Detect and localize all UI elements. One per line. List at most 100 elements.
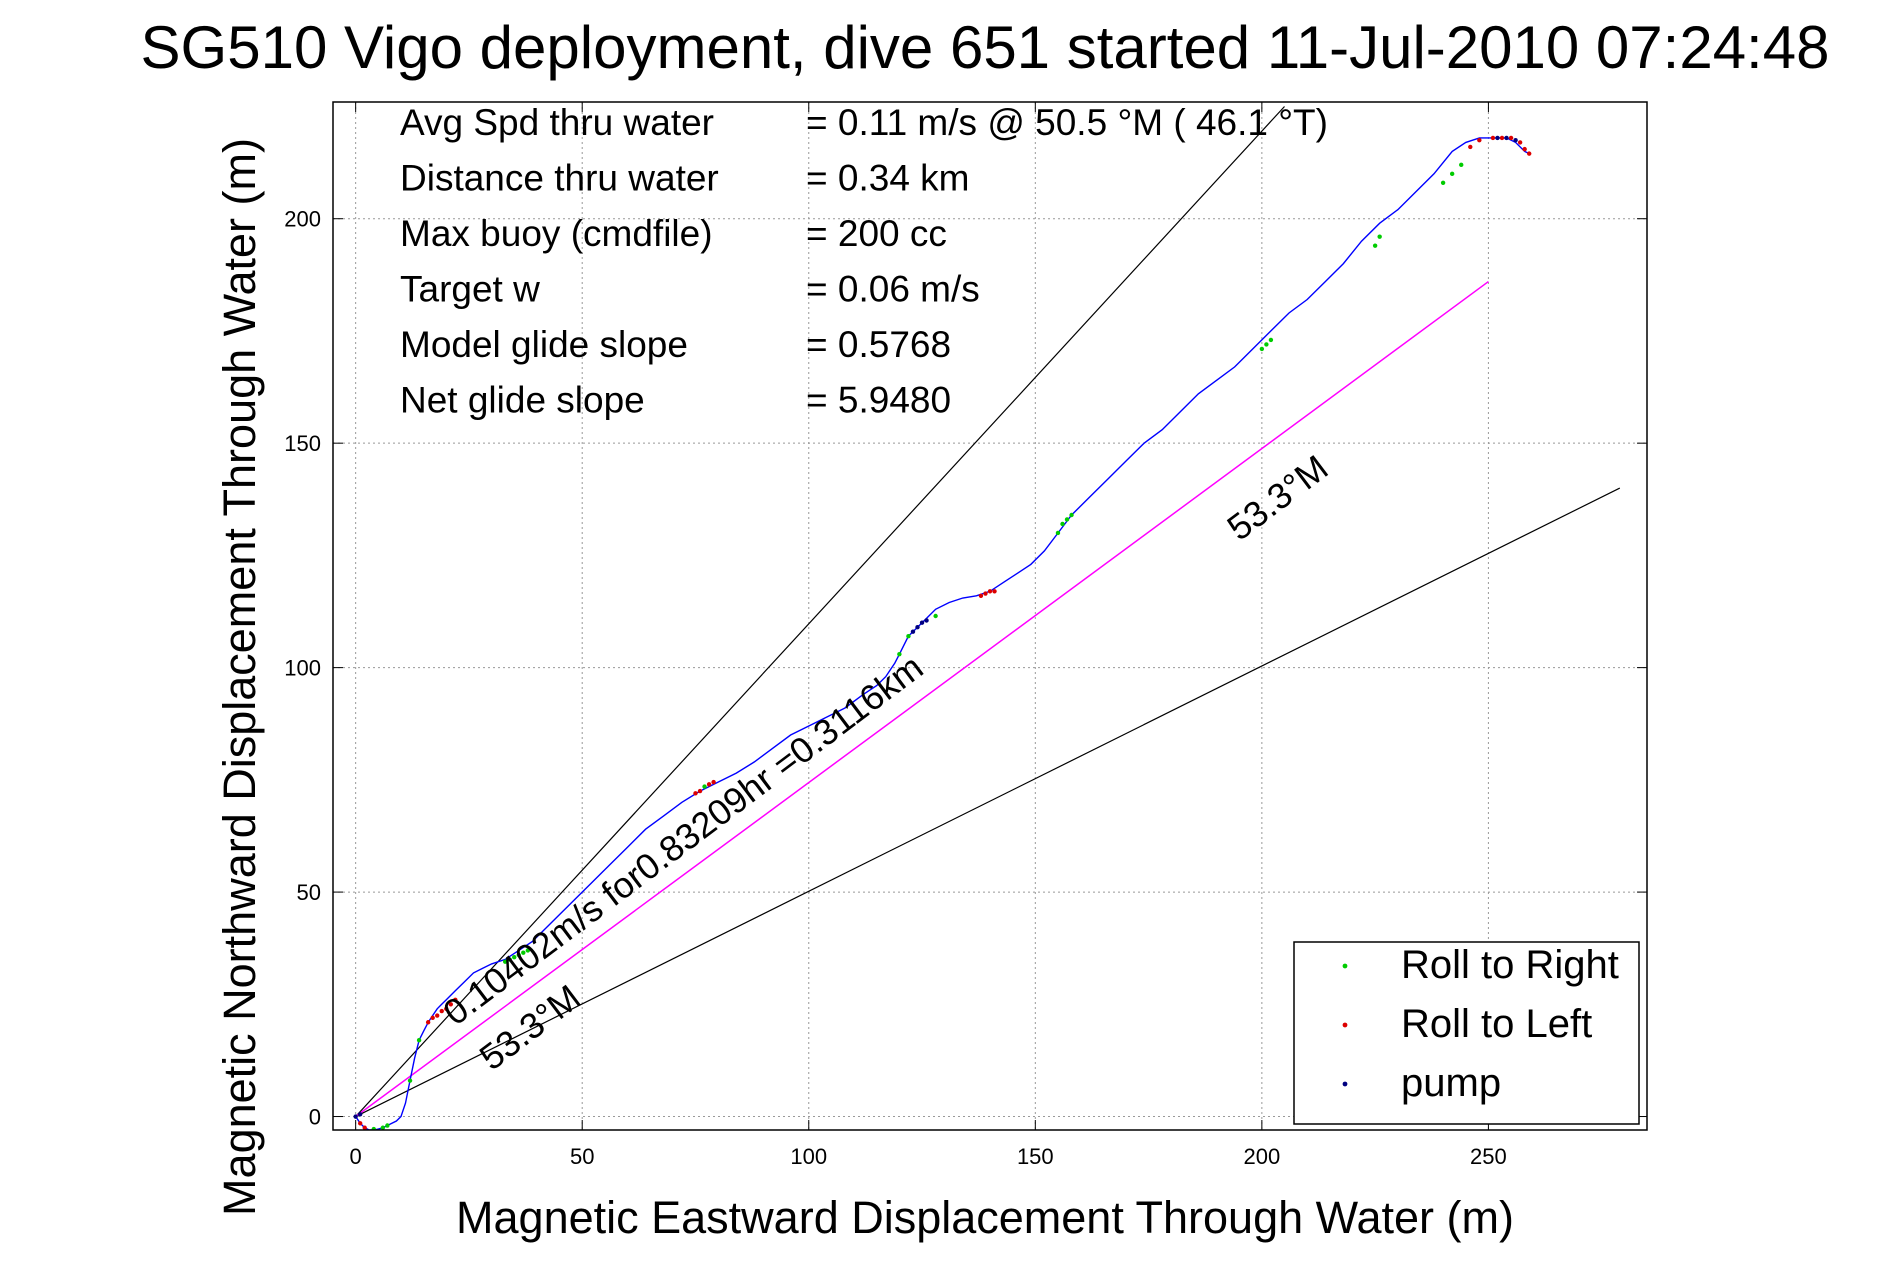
stat-label: Net glide slope <box>400 380 645 421</box>
roll-to-right-point <box>380 1125 386 1130</box>
roll-to-right-point <box>1377 234 1382 239</box>
roll-to-right-point <box>933 613 938 619</box>
roll-to-left-point <box>453 997 458 1003</box>
roll-to-right-point <box>1060 521 1065 527</box>
roll-to-right-point <box>1069 512 1074 518</box>
roll-to-right-point <box>1055 530 1061 536</box>
roll-to-right-point <box>512 954 517 960</box>
stat-value: = 0.06 m/s <box>806 269 980 310</box>
chart-title: SG510 Vigo deployment, dive 651 started … <box>141 14 1830 81</box>
legend-roll-to-right-label: Roll to Right <box>1401 943 1619 987</box>
roll-to-left-point <box>362 1125 367 1130</box>
legend-roll-to-right-marker <box>1342 963 1348 969</box>
roll-to-left-point <box>978 593 984 598</box>
pump-point <box>1513 137 1518 143</box>
roll-to-right-point <box>702 784 707 789</box>
roll-to-left-point <box>983 591 988 596</box>
roll-to-right-point <box>371 1126 376 1130</box>
roll-to-right-point <box>521 950 526 955</box>
roll-to-left-point <box>1522 146 1527 152</box>
bound-line <box>355 106 1285 1117</box>
roll-to-left-point <box>444 1006 449 1011</box>
heading-line <box>355 280 1489 1118</box>
roll-to-left-point <box>435 1013 440 1018</box>
roll-to-left-point <box>448 1002 454 1007</box>
roll-to-left-point <box>1477 137 1482 143</box>
x-tick-label: 50 <box>570 1144 594 1169</box>
roll-to-left-point <box>1517 140 1523 145</box>
pump-point <box>915 625 920 630</box>
roll-to-right-point <box>897 651 902 657</box>
roll-to-left-point <box>357 1121 363 1126</box>
roll-to-left-point <box>1526 151 1532 156</box>
stat-label: Avg Spd thru water <box>400 102 714 143</box>
roll-to-left-point <box>425 1020 431 1025</box>
legend-roll-to-left-marker <box>1342 1022 1348 1028</box>
roll-to-left-point <box>706 782 712 787</box>
roll-to-left-point <box>697 788 703 794</box>
pump-point <box>910 629 916 634</box>
roll-to-left-point <box>439 1008 444 1014</box>
roll-to-right-point <box>906 634 911 639</box>
stat-value: = 5.9480 <box>806 380 951 421</box>
pump-point <box>357 1112 363 1117</box>
roll-to-right-point <box>502 959 508 964</box>
stat-label: Target w <box>400 269 540 310</box>
plot-frame <box>332 101 1648 1131</box>
legend-roll-to-left-label: Roll to Left <box>1401 1002 1592 1046</box>
stat-value: = 0.11 m/s @ 50.5 °M ( 46.1 °T) <box>806 102 1328 143</box>
roll-to-left-point <box>430 1015 435 1020</box>
stat-value: = 0.34 km <box>806 158 970 199</box>
stat-label: Distance thru water <box>400 158 719 199</box>
x-tick-label: 200 <box>1244 1144 1281 1169</box>
legend: Roll to Right Roll to Left pump <box>1293 941 1640 1125</box>
roll-to-right-point <box>416 1038 422 1043</box>
pump-point <box>924 618 929 623</box>
x-tick-label: 150 <box>1017 1144 1054 1169</box>
roll-to-right-point <box>1268 337 1274 343</box>
roll-to-left-point <box>693 791 698 796</box>
line-annotation: 53.3°M <box>1219 447 1335 549</box>
x-tick-label: 250 <box>1470 1144 1507 1169</box>
roll-to-right-point <box>1459 162 1464 168</box>
y-tick-label: 150 <box>284 431 321 456</box>
roll-to-right-point <box>516 952 521 958</box>
roll-to-right-point <box>1440 180 1446 186</box>
y-tick-label: 0 <box>309 1105 321 1130</box>
legend-pump-label: pump <box>1401 1061 1501 1105</box>
stat-value: = 0.5768 <box>806 324 951 365</box>
pump-point <box>1495 135 1500 141</box>
roll-to-left-point <box>992 589 997 594</box>
roll-to-right-point <box>1264 342 1269 347</box>
roll-to-left-point <box>711 779 716 785</box>
roll-to-left-point <box>1499 135 1505 141</box>
roll-to-right-point <box>407 1078 413 1083</box>
roll-to-left-point <box>987 589 993 594</box>
roll-to-right-point <box>1449 171 1455 177</box>
x-axis-label: Magnetic Eastward Displacement Through W… <box>456 1192 1514 1243</box>
roll-pump-points <box>353 135 1532 1130</box>
y-tick-label: 50 <box>297 880 321 905</box>
stats-block: Avg Spd thru water = 0.11 m/s @ 50.5 °M (… <box>400 102 1328 421</box>
pump-point <box>353 1114 358 1119</box>
pump-point <box>1504 135 1509 141</box>
legend-frame <box>1293 941 1640 1125</box>
roll-to-left-point <box>1490 135 1496 141</box>
x-tick-label: 0 <box>350 1144 362 1169</box>
y-axis-label: Magnetic Northward Displacement Through … <box>214 138 265 1216</box>
stat-value: = 200 cc <box>806 213 947 254</box>
reference-lines <box>355 106 1621 1118</box>
roll-to-left-point <box>1508 135 1514 141</box>
bound-line <box>355 487 1621 1118</box>
legend-pump-marker <box>1342 1081 1348 1087</box>
x-tick-label: 100 <box>790 1144 827 1169</box>
y-tick-label: 100 <box>284 656 321 681</box>
roll-to-right-point <box>1259 346 1265 352</box>
roll-to-right-point <box>1064 517 1070 522</box>
axis-ticks: 0 50 100 150 200 250 0 50 100 150 200 <box>284 102 1647 1169</box>
line-annotation: 0.10402m/s for0.83209hr =0.3116km <box>435 646 930 1033</box>
pump-point <box>919 620 925 625</box>
roll-to-right-point <box>1372 243 1378 248</box>
